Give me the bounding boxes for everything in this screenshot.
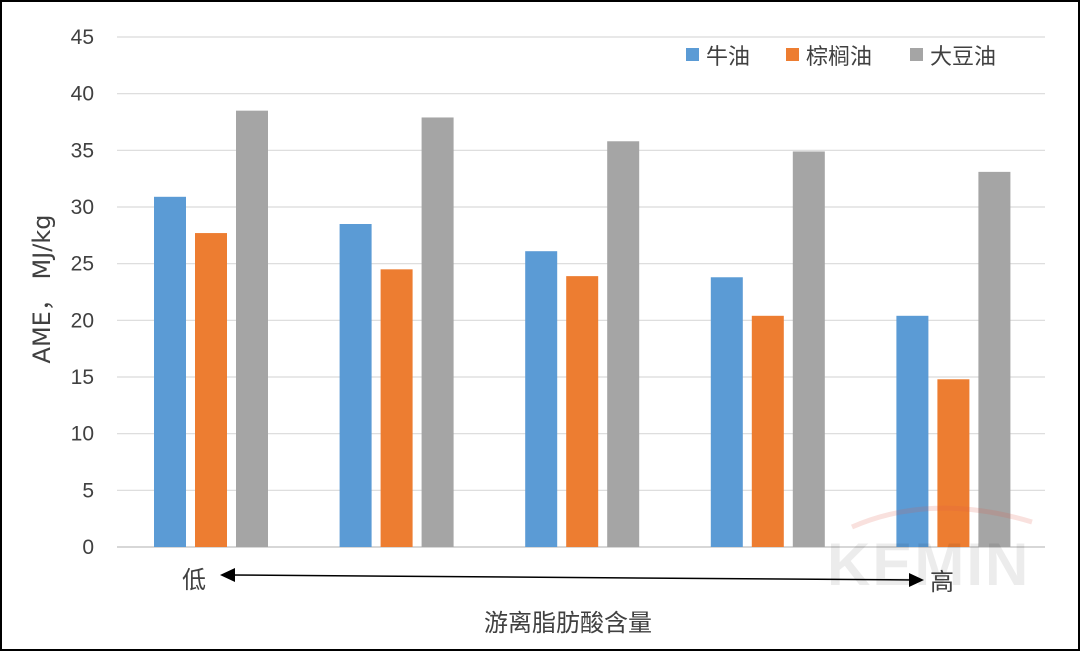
bar-soybean-oil-2 — [421, 117, 454, 547]
bar-soybean-oil-1 — [236, 110, 268, 548]
double-arrow-line — [229, 574, 917, 581]
y-tick-labels: 0 5 10 15 20 25 30 35 40 45 — [71, 26, 94, 559]
watermark-text: KEMIN — [827, 531, 1030, 598]
bar-tallow-3 — [525, 251, 558, 547]
bar-soybean-oil-4 — [792, 151, 825, 547]
bar-palm-oil-1 — [195, 233, 227, 548]
y-tick-label: 25 — [71, 253, 94, 276]
bars — [154, 110, 1011, 548]
legend-swatch-soybean-oil — [910, 48, 923, 61]
y-tick-label: 20 — [71, 309, 94, 332]
bar-tallow-1 — [154, 196, 186, 548]
y-tick-label: 15 — [71, 366, 94, 389]
legend-label-tallow: 牛油 — [706, 45, 750, 70]
kemin-watermark: KEMIN — [827, 505, 1033, 598]
y-tick-label: 35 — [71, 139, 94, 162]
bar-tallow-4 — [710, 277, 743, 547]
y-axis-title: AME， MJ/kg — [28, 215, 56, 364]
y-tick-label: 30 — [71, 196, 94, 219]
bar-palm-oil-2 — [380, 269, 413, 547]
legend-swatch-tallow — [686, 48, 699, 61]
bar-tallow-5 — [896, 315, 929, 547]
watermark-swoosh — [850, 505, 1033, 530]
y-tick-label: 0 — [82, 536, 94, 559]
arrow-head-left — [220, 568, 235, 582]
y-tick-label: 45 — [71, 26, 94, 49]
y-tick-label: 5 — [82, 479, 94, 502]
legend: 牛油 棕榈油 大豆油 — [686, 45, 996, 70]
x-axis-title: 游离脂肪酸含量 — [484, 609, 652, 637]
arrow-head-right — [909, 573, 924, 587]
x-high-label: 高 — [930, 568, 954, 596]
bar-palm-oil-3 — [566, 276, 599, 547]
bar-soybean-oil-3 — [607, 141, 640, 547]
bar-palm-oil-5 — [937, 379, 970, 547]
bar-tallow-2 — [339, 224, 372, 547]
bar-soybean-oil-5 — [978, 171, 1011, 547]
x-direction-annotation: 低 高 — [182, 566, 954, 596]
x-low-label: 低 — [182, 566, 206, 594]
y-tick-label: 10 — [71, 423, 94, 446]
y-tick-label: 40 — [71, 83, 94, 106]
legend-swatch-palm-oil — [786, 48, 799, 61]
legend-label-palm-oil: 棕榈油 — [806, 45, 872, 70]
bar-palm-oil-4 — [751, 315, 784, 547]
legend-label-soybean-oil: 大豆油 — [930, 45, 996, 70]
